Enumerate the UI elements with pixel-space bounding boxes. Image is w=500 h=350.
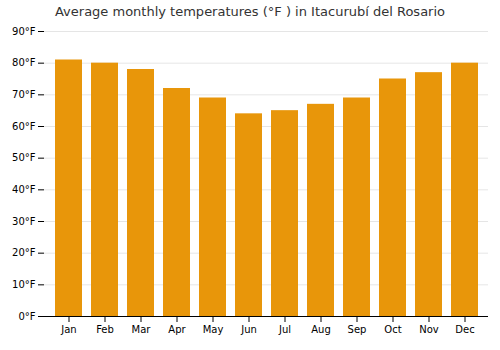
- svg-text:60°F: 60°F: [12, 121, 36, 132]
- svg-text:Nov: Nov: [419, 324, 439, 335]
- svg-text:Dec: Dec: [455, 324, 474, 335]
- svg-text:0°F: 0°F: [18, 311, 35, 322]
- svg-text:Feb: Feb: [96, 324, 114, 335]
- svg-text:Mar: Mar: [132, 324, 152, 335]
- svg-text:90°F: 90°F: [12, 26, 36, 37]
- svg-text:40°F: 40°F: [12, 184, 36, 195]
- svg-text:Jul: Jul: [278, 324, 291, 335]
- svg-text:Apr: Apr: [168, 324, 186, 335]
- svg-text:30°F: 30°F: [12, 216, 36, 227]
- html-text:Average monthly temperatures (: Average monthly temperatures (°F ) in It…: [55, 4, 445, 19]
- svg-text:Oct: Oct: [384, 324, 401, 335]
- svg-text:May: May: [203, 324, 224, 335]
- svg-text:Jun: Jun: [240, 324, 257, 335]
- svg-text:Aug: Aug: [311, 324, 331, 335]
- svg-text:Jan: Jan: [60, 324, 76, 335]
- svg-text:10°F: 10°F: [12, 279, 36, 290]
- svg-text:20°F: 20°F: [12, 247, 36, 258]
- svg-text:50°F: 50°F: [12, 152, 36, 163]
- svg-text:Sep: Sep: [348, 324, 367, 335]
- svg-text:70°F: 70°F: [12, 89, 36, 100]
- svg-text:80°F: 80°F: [12, 57, 36, 68]
